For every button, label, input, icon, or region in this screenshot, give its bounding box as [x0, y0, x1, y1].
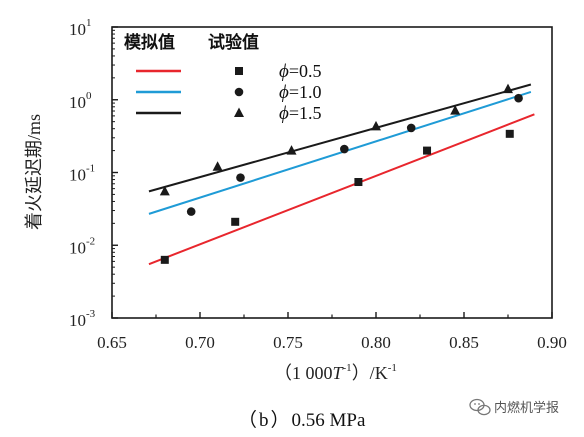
x-axis-title-prefix: （1 000 [274, 363, 333, 383]
sim-line-circle [148, 90, 532, 215]
exp-point-triangle [212, 161, 223, 171]
legend-entries: ϕ=0.5ϕ=1.0ϕ=1.5 [136, 61, 322, 124]
caption-pressure: 0.56 MPa [292, 410, 366, 431]
x-tick-label: 0.75 [273, 333, 303, 352]
exp-point-circle [186, 207, 196, 216]
exp-point-circle [514, 93, 523, 103]
legend-exp-header: 试验值 [208, 32, 259, 53]
sim-line-square [148, 113, 535, 266]
wechat-icon [469, 398, 491, 416]
caption-close: ） [271, 409, 290, 431]
y-tick-label: 101 [69, 17, 92, 39]
exp-point-triangle [159, 185, 170, 196]
y-tick-label: 10-1 [69, 163, 95, 185]
exp-point-triangle [286, 145, 297, 155]
legend-marker-triangle [234, 107, 244, 117]
legend-marker-square [235, 67, 243, 75]
x-tick-label: 0.65 [97, 333, 127, 352]
legend-label: ϕ=1.0 [279, 82, 322, 103]
watermark-text: 内燃机学报 [494, 400, 559, 416]
exp-point-circle [406, 123, 416, 133]
y-tick-label: 10-2 [69, 235, 95, 257]
caption-letter: b [259, 410, 269, 431]
x-axis-title-t: T [333, 363, 345, 383]
exp-point-circle [236, 173, 245, 182]
exp-point-square [354, 178, 363, 187]
x-tick-label: 0.85 [449, 333, 479, 352]
x-tick-label: 0.90 [537, 333, 567, 352]
watermark: 内燃机学报 [469, 398, 559, 416]
exp-point-triangle [450, 105, 461, 115]
exp-point-square [231, 217, 240, 226]
legend: 模拟值 试验值 ϕ=0.5ϕ=1.0ϕ=1.5 [124, 32, 322, 124]
legend-marker-circle [234, 87, 244, 97]
exp-point-triangle [503, 83, 513, 94]
x-axis-title-suffix-exp: -1 [388, 362, 397, 374]
caption-open: （ [238, 409, 257, 431]
y-axis-ticks: 10-3 10-2 10-1 100 101 [69, 17, 118, 330]
legend-label: ϕ=0.5 [279, 61, 322, 82]
simulation-lines [148, 83, 535, 266]
exp-point-circle [340, 144, 349, 154]
x-tick-label: 0.70 [185, 333, 215, 352]
x-axis-ticks: 0.65 0.70 0.75 0.80 0.85 0.90 [97, 312, 567, 352]
x-axis-title: （1 000T-1）/K-1 [274, 362, 397, 383]
legend-sim-header: 模拟值 [124, 32, 175, 53]
figure-caption: （b） 0.56 MPa [238, 409, 366, 431]
x-tick-label: 0.80 [361, 333, 391, 352]
exp-point-triangle [371, 120, 381, 131]
y-axis-title: 着火延迟期/ms [24, 114, 44, 230]
x-axis-title-exp: -1 [343, 362, 352, 374]
sim-line-triangle [148, 83, 532, 193]
y-tick-label: 100 [69, 90, 92, 112]
exp-point-square [505, 129, 514, 138]
y-tick-label: 10-3 [69, 308, 96, 330]
legend-label: ϕ=1.5 [279, 103, 322, 124]
exp-point-square [423, 146, 432, 155]
x-axis-title-suffix: ）/K [352, 363, 388, 383]
experimental-markers [159, 83, 523, 264]
exp-point-square [160, 255, 169, 264]
